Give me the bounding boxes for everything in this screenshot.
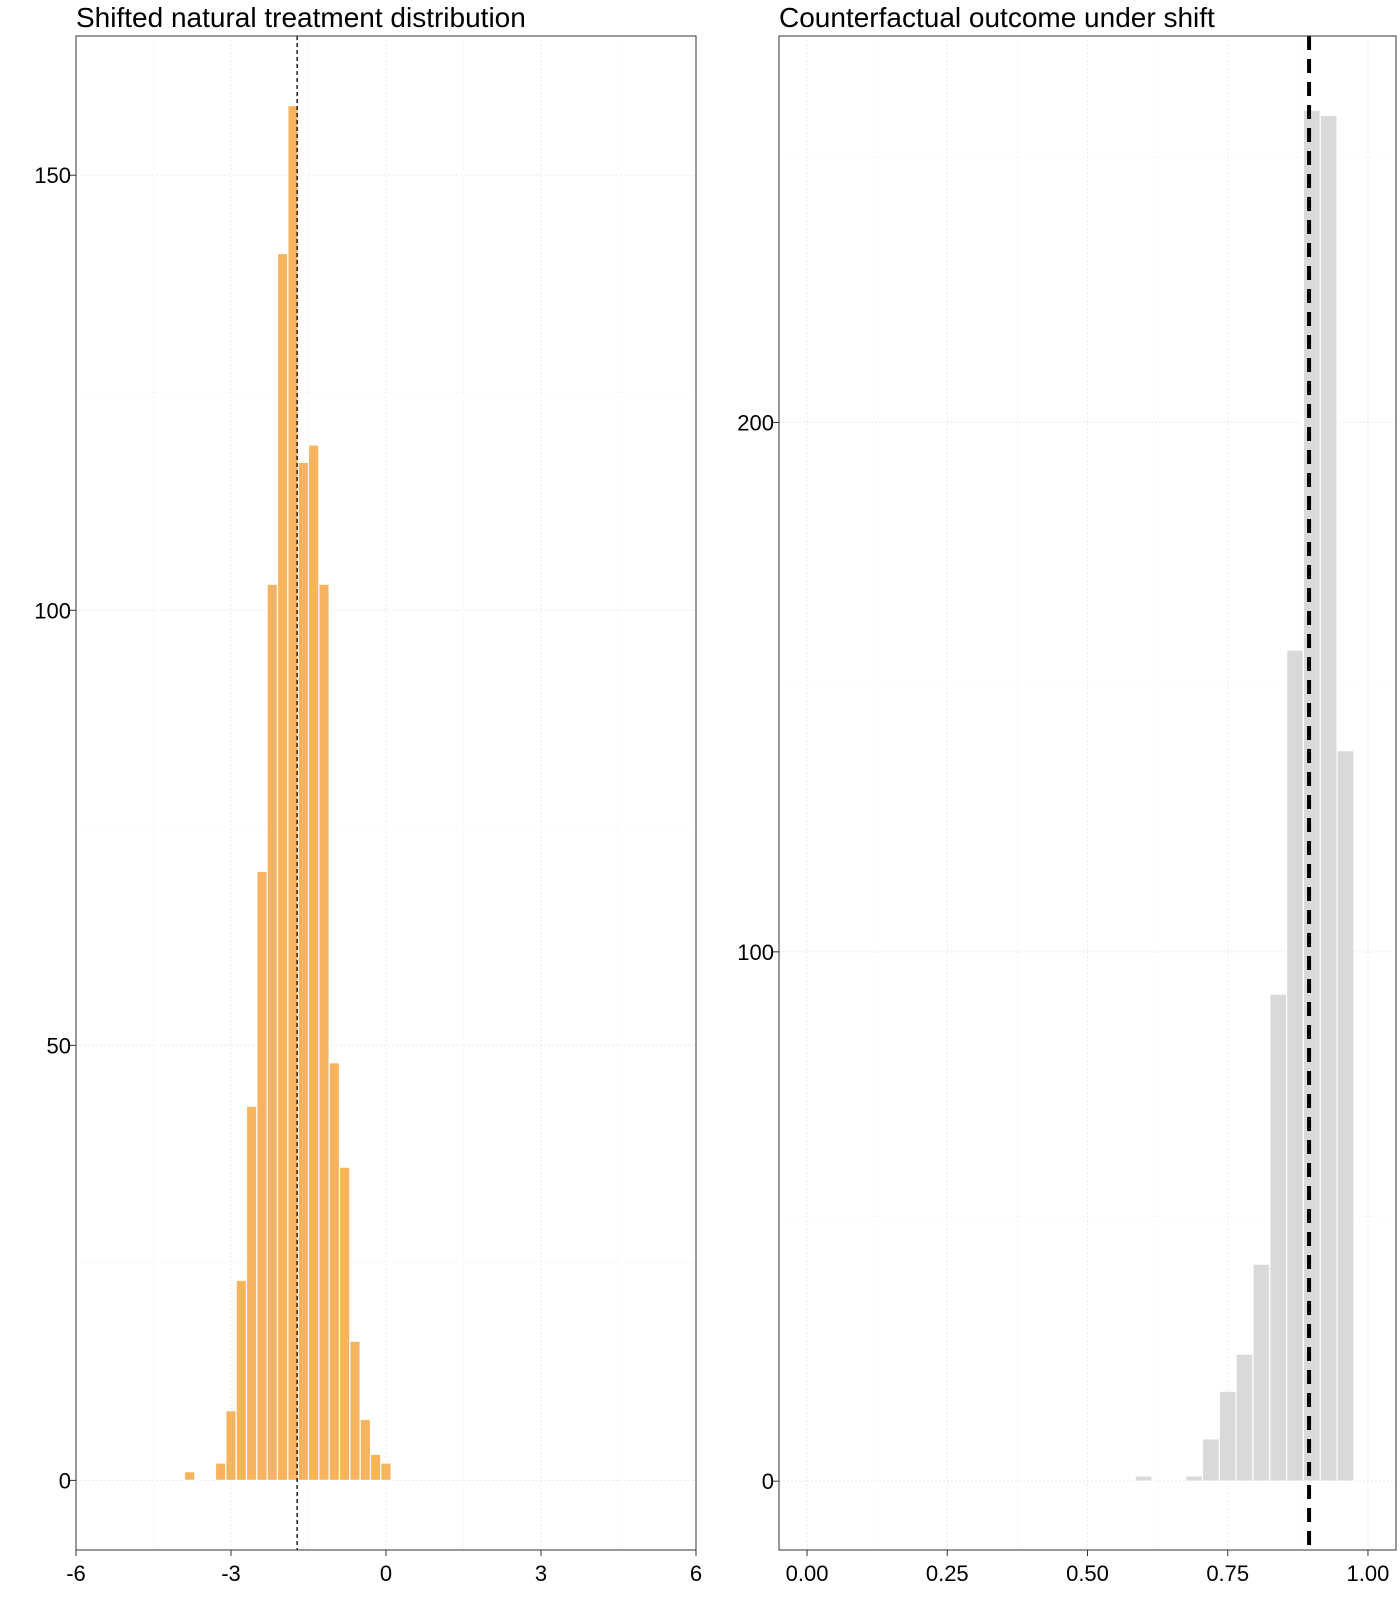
treatment-chart-title: Shifted natural treatment distribution [76, 2, 526, 33]
treatment-histogram-bar [369, 1453, 382, 1481]
outcome-histogram-bar [1201, 1438, 1220, 1482]
treatment-y-tick-label: 0 [59, 1468, 71, 1493]
treatment-histogram-panel: Shifted natural treatment distribution -6… [34, 2, 702, 1586]
treatment-histogram-bar [235, 1279, 248, 1481]
outcome-y-tick-label: 0 [762, 1469, 774, 1494]
outcome-y-tick-label: 200 [737, 410, 774, 435]
treatment-histogram-bar [297, 461, 310, 1481]
treatment-histogram-bar [328, 1062, 341, 1481]
treatment-histogram-bar [318, 583, 330, 1481]
outcome-y-tick-label: 100 [737, 940, 774, 965]
treatment-y-tick-label: 150 [34, 163, 71, 188]
outcome-histogram-bar [1302, 109, 1321, 1482]
outcome-x-tick-label: 0.00 [786, 1561, 829, 1586]
treatment-histogram-bar [245, 1105, 258, 1481]
outcome-histogram-bar [1235, 1353, 1254, 1482]
treatment-histogram-bar [276, 252, 289, 1481]
outcome-histogram-bar [1319, 114, 1338, 1482]
outcome-histogram-bar [1218, 1390, 1237, 1482]
treatment-histogram-bar [256, 870, 268, 1481]
treatment-x-tick-label: -3 [221, 1561, 241, 1586]
treatment-histogram-bar [338, 1166, 351, 1481]
treatment-y-tick-label: 50 [47, 1033, 71, 1058]
treatment-histogram-bar [225, 1410, 237, 1481]
outcome-chart-title: Counterfactual outcome under shift [779, 2, 1215, 33]
treatment-histogram-bar [307, 444, 320, 1481]
treatment-histogram-bar [380, 1462, 392, 1481]
treatment-histogram-bar [183, 1471, 196, 1481]
outcome-histogram-bar [1336, 750, 1355, 1482]
treatment-histogram-bar [359, 1418, 372, 1481]
outcome-histogram-panel: Counterfactual outcome under shift 0.00 0.… [737, 2, 1397, 1586]
treatment-x-tick-label: 6 [690, 1561, 702, 1586]
outcome-x-tick-label: 1.00 [1347, 1561, 1390, 1586]
treatment-x-tick-label: -6 [66, 1561, 86, 1586]
treatment-x-tick-label: 0 [380, 1561, 392, 1586]
outcome-x-tick-label: 0.25 [926, 1561, 969, 1586]
outcome-x-tick-label: 0.75 [1206, 1561, 1249, 1586]
outcome-histogram-bar [1286, 649, 1305, 1482]
outcome-histogram-bar [1185, 1475, 1204, 1482]
treatment-histogram-bar [214, 1462, 227, 1481]
treatment-histogram-bar [349, 1340, 361, 1481]
outcome-x-tick-label: 0.50 [1066, 1561, 1109, 1586]
outcome-histogram-bar [1134, 1475, 1153, 1482]
outcome-histogram-bar [1269, 993, 1288, 1482]
treatment-y-tick-label: 100 [34, 598, 71, 623]
outcome-histogram-bar [1252, 1263, 1271, 1482]
treatment-histogram-bar [266, 583, 279, 1481]
treatment-x-tick-label: 3 [535, 1561, 547, 1586]
